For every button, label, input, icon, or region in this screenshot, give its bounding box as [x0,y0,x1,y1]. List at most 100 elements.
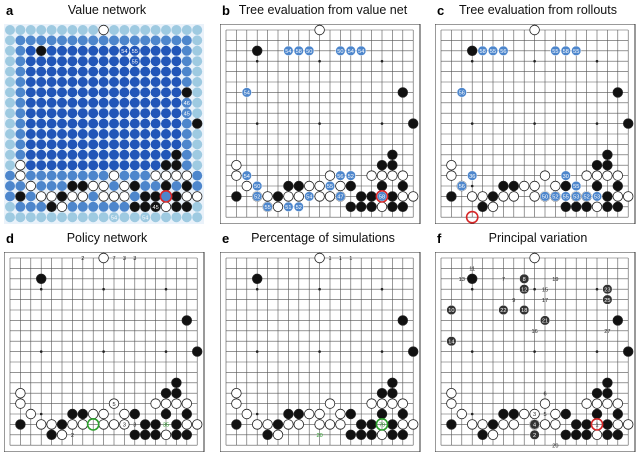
value-cell [88,149,99,160]
black-stone [581,429,592,441]
black-stone [570,201,582,213]
value-cell [46,139,57,150]
value-cell [25,77,36,87]
value-cell [67,170,78,181]
black-stone [570,429,582,441]
first-move-ring [590,417,604,431]
value-cell [5,118,15,129]
black-stone [376,159,388,171]
panel-title: Value network [67,3,147,17]
value-cell [25,139,36,150]
white-stone [376,429,388,441]
black-stone [612,429,624,441]
value-label-disc [456,87,467,98]
white-stone [591,429,603,441]
value-cell [67,129,78,139]
value-label: 55 [552,49,558,55]
value-cell [5,191,15,202]
black-stone [397,180,409,192]
value-cell [150,160,161,171]
panel-b: b Tree evaluation from value net 54 58 50 5… [220,2,426,227]
value-cell [88,212,99,223]
value-label: 55 [573,49,579,55]
value-label: 55 [132,49,138,55]
value-label: 54 [111,215,117,221]
value-cell [5,25,15,35]
value-cell [88,160,99,171]
panel-title: Principal variation [488,231,588,245]
white-stone [456,408,468,420]
white-stone [191,419,203,430]
white-stone [335,180,346,192]
panel-title: Tree evaluation from value net [238,3,408,17]
value-cell [36,35,47,46]
value-label: 52 [296,205,302,211]
black-stone [387,191,398,202]
value-cell [15,66,26,77]
value-cell [161,149,171,160]
value-cell [129,139,140,150]
move-probability: 2 [71,433,74,439]
value-label-disc [550,45,561,56]
value-cell [192,181,203,191]
white-stone [98,252,109,264]
value-cell [46,87,57,98]
black-stone [181,408,193,420]
white-stone [467,419,478,430]
value-cell [109,66,119,77]
value-cell [57,181,67,191]
value-label: 54 [244,91,250,97]
black-stone [366,429,377,441]
value-cell [77,129,88,139]
value-cell [88,45,99,56]
white-stone [15,398,26,409]
value-cell [161,139,171,150]
value-label-disc [591,191,603,202]
black-stone [387,377,398,389]
white-stone [272,201,284,213]
black-stone [129,408,141,420]
panel-e: e Percentage of simulations 1 1 1 20 79 [220,230,426,455]
white-stone [314,252,325,264]
black-stone [387,201,398,213]
value-label: 52 [552,195,558,201]
value-cell [57,108,67,119]
value-cell [129,25,140,35]
black-stone [171,201,182,213]
simulation-move-ring [375,417,389,431]
value-cell [88,97,99,108]
white-stone [477,419,488,430]
panel-label: a [6,3,14,18]
value-cell [57,170,67,181]
white-stone [98,191,109,202]
white-stone [539,419,551,430]
value-cell [119,118,130,129]
black-stone [508,408,520,420]
white-stone [181,191,193,202]
white-stone [262,419,273,430]
black-stone [150,429,161,441]
panel-b-title: b Tree evaluation from value net [220,2,426,22]
star-point [470,287,474,291]
black-stone [591,408,603,420]
white-stone [160,201,172,213]
value-cell [161,191,171,202]
white-stone [622,419,634,430]
variation-move: 5 [543,412,546,418]
value-cell [150,25,161,35]
variation-move: 13 [459,277,465,283]
value-label-disc [571,191,582,202]
white-stone [119,408,130,420]
black-stone [181,87,193,98]
value-cell [161,25,171,35]
black-stone [150,191,161,202]
white-stone [108,419,120,430]
variation-move-disc [498,304,509,316]
value-cell [67,108,78,119]
panel-f: f Principal variation 11 13 7 8 10 12 15 19 9 22 1… [435,230,641,455]
value-cell [109,129,119,139]
variation-move: 9 [512,298,515,304]
value-cell [109,181,119,191]
value-cell [140,25,151,35]
value-cell [46,35,57,46]
